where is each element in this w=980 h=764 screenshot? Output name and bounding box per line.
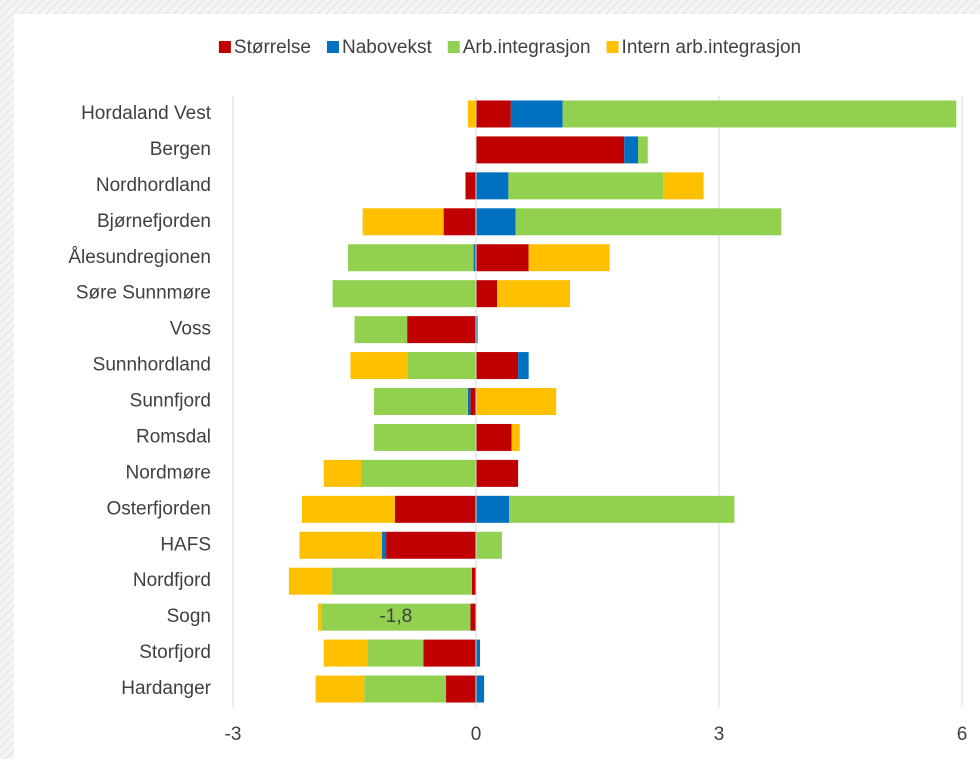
bar-segment — [476, 280, 498, 308]
legend-swatch — [447, 41, 460, 53]
bar-segment — [315, 675, 365, 703]
bar-segment — [362, 208, 444, 236]
bar-segment — [476, 531, 502, 559]
bar-segment — [321, 603, 471, 631]
bar-segment — [476, 459, 519, 487]
y-tick-label: Nordmøre — [125, 462, 211, 483]
y-tick-label: Bergen — [150, 139, 211, 160]
bar-segment — [465, 172, 476, 200]
bar-segment — [331, 567, 472, 595]
x-tick-label: -3 — [225, 724, 242, 745]
bar-segment — [423, 639, 476, 667]
y-tick-label: Sunnhordland — [93, 355, 211, 376]
legend-swatch — [218, 41, 231, 53]
bar-segment — [518, 352, 529, 380]
bar-segment — [395, 495, 476, 523]
bar-segment — [476, 208, 516, 236]
y-tick-label: Nordhordland — [96, 175, 211, 196]
y-tick-label: Nordfjord — [133, 570, 211, 591]
y-tick-label: Osterfjorden — [106, 498, 211, 519]
y-tick-label: Romsdal — [136, 426, 211, 447]
bar-segment — [323, 459, 361, 487]
bar-segment — [476, 100, 511, 128]
bar-segment — [382, 531, 387, 559]
y-tick-label: Voss — [170, 319, 211, 340]
bar-segment — [332, 280, 476, 308]
bar-segment — [476, 316, 478, 344]
x-tick-label: 3 — [714, 724, 725, 745]
bar-segment — [515, 208, 782, 236]
bar-segment — [508, 172, 664, 200]
bar-segment — [373, 423, 476, 451]
bar-segment — [476, 675, 485, 703]
legend-label: Nabovekst — [342, 37, 432, 58]
legend-label: Størrelse — [234, 37, 311, 58]
bar-segment — [562, 100, 957, 128]
bar-segment — [470, 603, 476, 631]
bar-segment — [360, 459, 476, 487]
y-tick-label: Bjørnefjorden — [97, 211, 211, 232]
y-tick-label: Hordaland Vest — [81, 103, 212, 124]
bar-segment — [301, 495, 395, 523]
legend-label: Arb.integrasjon — [463, 37, 591, 58]
bar-segment — [528, 244, 610, 272]
bar-segment — [323, 639, 368, 667]
bar-segment — [348, 244, 474, 272]
bar-segment — [318, 603, 322, 631]
bar-segment — [509, 495, 735, 523]
legend-swatch — [326, 41, 339, 53]
bar-segment — [473, 244, 476, 272]
bar-segment — [476, 172, 509, 200]
bar-segment — [471, 567, 476, 595]
bar-segment — [407, 352, 476, 380]
legend-swatch — [606, 41, 619, 53]
bar-segment — [386, 531, 476, 559]
bar-segment — [476, 639, 481, 667]
y-tick-label: Sogn — [167, 606, 211, 627]
bar-segment — [624, 136, 638, 164]
data-label: -1,8 — [379, 606, 412, 627]
bar-segment — [470, 388, 476, 415]
bar-segment — [443, 208, 476, 236]
bar-segment — [299, 531, 383, 559]
bar-segment — [373, 388, 468, 415]
bar-segment — [476, 352, 519, 380]
bar-segment — [467, 100, 476, 128]
y-tick-label: Sunnfjord — [130, 391, 211, 412]
bar-segment — [407, 316, 476, 344]
y-tick-label: Hardanger — [121, 678, 211, 699]
bar-segment — [476, 423, 512, 451]
bar-segment — [354, 316, 408, 344]
bar-segment — [511, 423, 520, 451]
y-tick-label: HAFS — [160, 534, 211, 555]
bar-segment — [510, 100, 563, 128]
bar-segment — [663, 172, 704, 200]
bar-segment — [476, 495, 510, 523]
bar-segment — [446, 675, 476, 703]
bar-segment — [476, 388, 557, 415]
legend-label: Intern arb.integrasjon — [622, 37, 802, 58]
y-tick-label: Ålesundregionen — [68, 247, 211, 268]
bar-segment — [638, 136, 648, 164]
x-tick-label: 6 — [957, 724, 968, 745]
y-tick-label: Storfjord — [139, 642, 211, 663]
bar-segment — [497, 280, 570, 308]
y-tick-label: Søre Sunnmøre — [76, 283, 211, 304]
bar-segment — [350, 352, 408, 380]
x-tick-label: 0 — [471, 724, 482, 745]
bar-segment — [467, 388, 471, 415]
bar-segment — [476, 136, 625, 164]
bar-segment — [476, 244, 529, 272]
bar-segment — [367, 639, 424, 667]
bar-segment — [364, 675, 447, 703]
bar-segment — [288, 567, 332, 595]
